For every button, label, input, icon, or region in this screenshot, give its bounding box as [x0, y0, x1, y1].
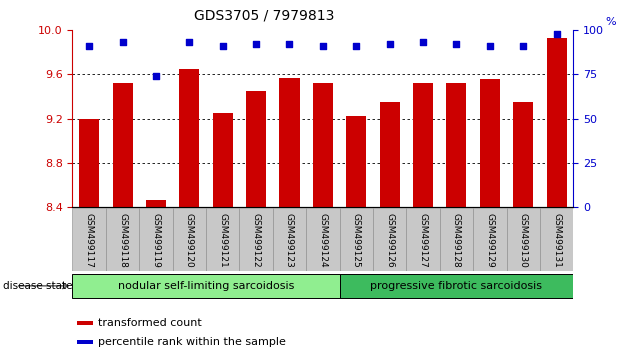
Bar — [373, 208, 406, 271]
Bar — [173, 208, 206, 271]
Bar — [480, 79, 500, 207]
Text: nodular self-limiting sarcoidosis: nodular self-limiting sarcoidosis — [118, 281, 294, 291]
Bar — [406, 208, 440, 271]
Bar — [340, 274, 573, 298]
Bar — [239, 208, 273, 271]
Text: GSM499127: GSM499127 — [418, 213, 428, 268]
Point — [251, 41, 261, 47]
Bar — [213, 113, 232, 207]
Bar — [413, 83, 433, 207]
Text: GSM499126: GSM499126 — [385, 213, 394, 268]
Text: percentile rank within the sample: percentile rank within the sample — [98, 337, 286, 347]
Text: GSM499130: GSM499130 — [518, 213, 528, 268]
Text: GSM499123: GSM499123 — [285, 213, 294, 268]
Bar — [77, 340, 93, 344]
Text: GSM499128: GSM499128 — [452, 213, 461, 268]
Text: %: % — [606, 17, 617, 27]
Point — [418, 40, 428, 45]
Bar — [313, 83, 333, 207]
Point — [318, 43, 328, 49]
Bar — [440, 208, 473, 271]
Text: GSM499125: GSM499125 — [352, 213, 361, 268]
Point — [385, 41, 395, 47]
Bar — [380, 102, 399, 207]
Point — [352, 43, 362, 49]
Bar — [72, 274, 340, 298]
Bar — [340, 208, 373, 271]
Bar — [513, 102, 533, 207]
Point — [285, 41, 295, 47]
Point — [552, 31, 562, 36]
Bar — [547, 38, 566, 207]
Bar — [146, 200, 166, 207]
Text: transformed count: transformed count — [98, 318, 202, 328]
Text: GSM499119: GSM499119 — [151, 213, 161, 268]
Bar — [79, 119, 99, 207]
Bar — [106, 208, 139, 271]
Bar — [473, 208, 507, 271]
Point — [485, 43, 495, 49]
Text: GSM499122: GSM499122 — [251, 213, 261, 268]
Bar — [540, 208, 573, 271]
Text: progressive fibrotic sarcoidosis: progressive fibrotic sarcoidosis — [370, 281, 542, 291]
Text: GSM499121: GSM499121 — [218, 213, 227, 268]
Text: GSM499118: GSM499118 — [118, 213, 127, 268]
Bar — [507, 208, 540, 271]
Bar — [447, 83, 466, 207]
Point — [84, 43, 94, 49]
Bar — [246, 91, 266, 207]
Point — [118, 40, 128, 45]
Bar — [113, 83, 132, 207]
Point — [452, 41, 462, 47]
Text: GSM499129: GSM499129 — [485, 213, 495, 268]
Bar — [280, 78, 299, 207]
Bar — [346, 116, 366, 207]
Text: GDS3705 / 7979813: GDS3705 / 7979813 — [195, 9, 335, 23]
Bar — [77, 321, 93, 325]
Bar — [273, 208, 306, 271]
Bar — [206, 208, 239, 271]
Text: GSM499120: GSM499120 — [185, 213, 194, 268]
Bar — [180, 69, 199, 207]
Text: GSM499117: GSM499117 — [84, 213, 94, 268]
Bar — [306, 208, 340, 271]
Text: GSM499124: GSM499124 — [318, 213, 328, 268]
Bar — [139, 208, 173, 271]
Text: disease state: disease state — [3, 281, 72, 291]
Point — [218, 43, 228, 49]
Point — [518, 43, 529, 49]
Bar — [72, 208, 106, 271]
Point — [185, 40, 195, 45]
Text: GSM499131: GSM499131 — [552, 213, 561, 268]
Point — [151, 73, 161, 79]
